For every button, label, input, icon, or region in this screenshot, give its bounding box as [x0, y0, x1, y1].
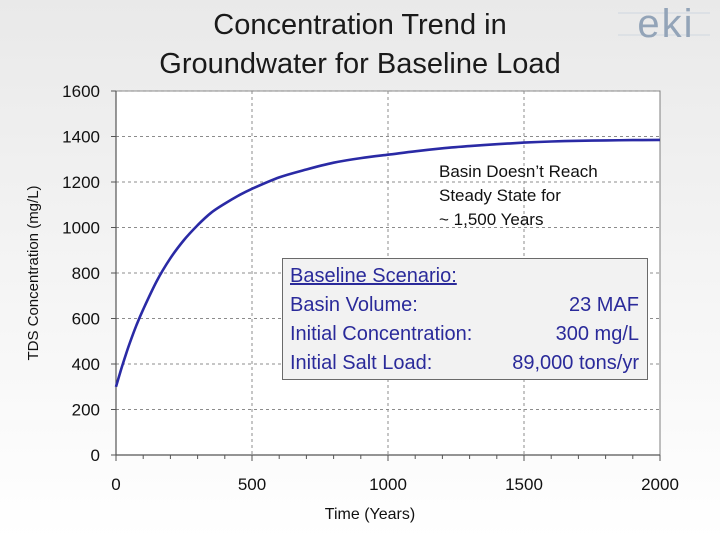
y-tick-label: 200 — [72, 401, 100, 420]
y-tick-label: 1600 — [62, 82, 100, 101]
x-tick-label: 500 — [238, 475, 266, 494]
x-tick-label: 0 — [111, 475, 120, 494]
y-axis-label: TDS Concentration (mg/L) — [25, 185, 42, 360]
scenario-value: 300 mg/L — [555, 323, 639, 345]
scenario-row-initial-concentration: Initial Concentration: 300 mg/L — [290, 320, 639, 349]
x-tick-label: 2000 — [641, 475, 679, 494]
y-tick-label: 1200 — [62, 173, 100, 192]
axes — [111, 90, 661, 461]
x-tick-label: 1500 — [505, 475, 543, 494]
annotation-line-3: ~ 1,500 Years — [439, 210, 544, 229]
series-layer — [114, 138, 661, 388]
slide-title-line-2: Groundwater for Baseline Load — [159, 48, 561, 80]
eki-logo-mark — [618, 12, 710, 36]
tick-labels: 0 200 400 600 800 1000 1200 1400 1600 0 500 1000 150… — [62, 82, 679, 494]
scenario-value: 89,000 tons/yr — [512, 352, 639, 374]
annotation-line-1: Basin Doesn’t Reach — [439, 162, 598, 181]
slide-title-line-1: Concentration Trend in — [213, 9, 507, 41]
y-tick-label: 1000 — [62, 219, 100, 238]
steady-state-annotation: Basin Doesn’t Reach Steady State for ~ 1… — [439, 160, 654, 232]
scenario-label: Initial Concentration: — [290, 323, 473, 345]
y-tick-label: 0 — [91, 446, 100, 465]
x-axis-label: Time (Years) — [325, 506, 415, 523]
scenario-heading: Baseline Scenario: — [290, 265, 457, 287]
y-tick-label: 400 — [72, 355, 100, 374]
y-tick-label: 600 — [72, 310, 100, 329]
eki-logo-text: eki — [637, 4, 694, 44]
concentration-series-line — [114, 138, 661, 388]
y-tick-label: 800 — [72, 264, 100, 283]
x-tick-label: 1000 — [369, 475, 407, 494]
scenario-label: Initial Salt Load: — [290, 352, 433, 374]
y-tick-label: 1400 — [62, 128, 100, 147]
scenario-value: 23 MAF — [568, 294, 639, 316]
eki-logo: eki — [618, 4, 710, 44]
scenario-row-basin-volume: Basin Volume: 23 MAF — [290, 291, 639, 320]
annotation-line-2: Steady State for — [439, 186, 561, 205]
scenario-label: Basin Volume: — [290, 294, 418, 316]
slide-title: Concentration Trend in Groundwater for B… — [100, 6, 620, 84]
scenario-box: Baseline Scenario: Basin Volume: 23 MAF … — [282, 258, 648, 380]
scenario-row-initial-salt-load: Initial Salt Load: 89,000 tons/yr — [290, 349, 639, 378]
